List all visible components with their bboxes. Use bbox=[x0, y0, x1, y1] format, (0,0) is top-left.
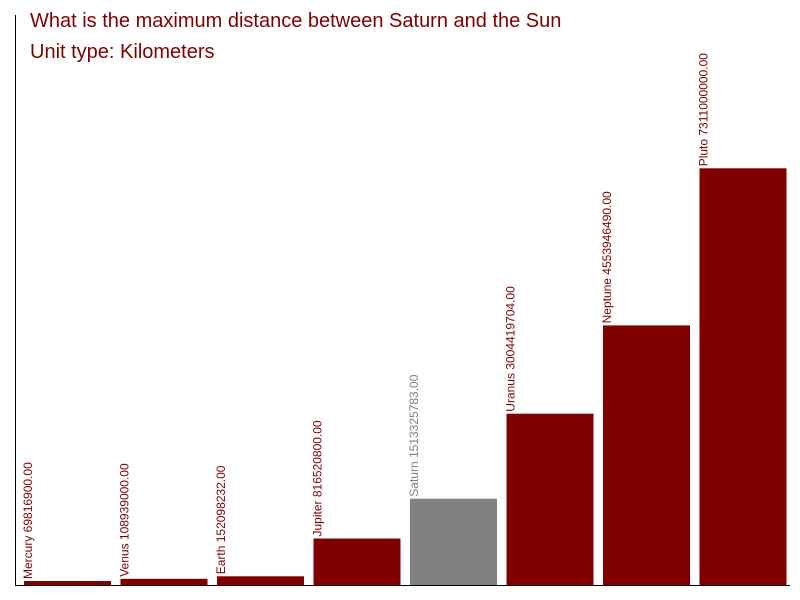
bar-mercury bbox=[24, 581, 111, 585]
bar-label-uranus: Uranus 3004419704.00 bbox=[504, 286, 518, 412]
bar-label-jupiter: Jupiter 816520800.00 bbox=[311, 420, 325, 536]
bar-label-neptune: Neptune 4553946490.00 bbox=[600, 191, 614, 323]
bar-venus bbox=[120, 578, 208, 585]
bar-group bbox=[24, 168, 787, 586]
bar-label-venus: Venus 108939000.00 bbox=[118, 463, 132, 577]
bar-label-earth: Earth 152098232.00 bbox=[214, 465, 228, 574]
bar-earth bbox=[217, 576, 304, 585]
bar-jupiter bbox=[313, 538, 401, 585]
bar-neptune bbox=[603, 325, 690, 585]
bar-label-mercury: Mercury 69816900.00 bbox=[21, 462, 35, 579]
bar-uranus bbox=[506, 413, 594, 585]
bar-pluto bbox=[699, 168, 787, 586]
bar-label-group: Mercury 69816900.00 Venus 108939000.00 Ear… bbox=[21, 53, 711, 579]
chart-subtitle: Unit type: Kilometers bbox=[30, 41, 215, 63]
bar-label-saturn: Saturn 1513325783.00 bbox=[407, 374, 421, 496]
bar-label-pluto: Pluto 7311000000.00 bbox=[697, 53, 711, 167]
chart-title: What is the maximum distance between Sat… bbox=[30, 10, 562, 32]
bar-saturn bbox=[410, 498, 497, 585]
